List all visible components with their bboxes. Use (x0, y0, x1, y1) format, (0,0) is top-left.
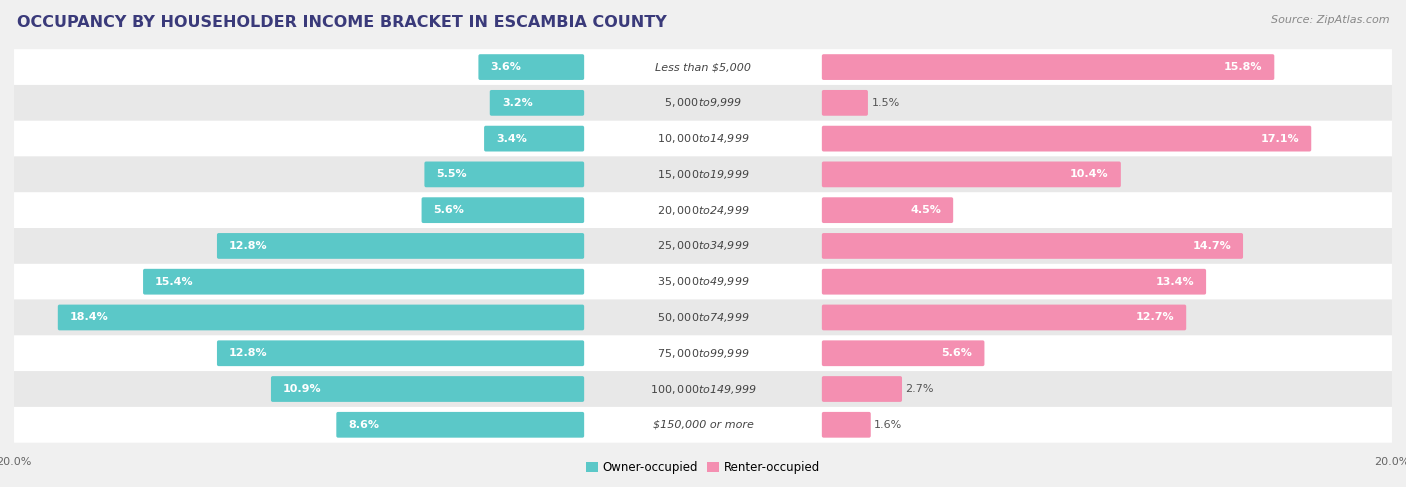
FancyBboxPatch shape (14, 49, 1392, 85)
FancyBboxPatch shape (217, 340, 583, 366)
FancyBboxPatch shape (823, 269, 1206, 295)
FancyBboxPatch shape (143, 269, 583, 295)
Text: 3.6%: 3.6% (491, 62, 522, 72)
FancyBboxPatch shape (478, 54, 583, 80)
Text: 3.4%: 3.4% (496, 133, 527, 144)
Text: 3.2%: 3.2% (502, 98, 533, 108)
FancyBboxPatch shape (271, 376, 583, 402)
Text: 10.4%: 10.4% (1070, 169, 1109, 179)
FancyBboxPatch shape (14, 407, 1392, 443)
FancyBboxPatch shape (823, 126, 1312, 151)
Legend: Owner-occupied, Renter-occupied: Owner-occupied, Renter-occupied (581, 456, 825, 479)
FancyBboxPatch shape (489, 90, 583, 116)
Text: Source: ZipAtlas.com: Source: ZipAtlas.com (1271, 15, 1389, 25)
FancyBboxPatch shape (14, 264, 1392, 300)
FancyBboxPatch shape (484, 126, 583, 151)
FancyBboxPatch shape (823, 162, 1121, 187)
Text: $35,000 to $49,999: $35,000 to $49,999 (657, 275, 749, 288)
FancyBboxPatch shape (58, 304, 583, 330)
FancyBboxPatch shape (823, 304, 1187, 330)
Text: Less than $5,000: Less than $5,000 (655, 62, 751, 72)
FancyBboxPatch shape (14, 371, 1392, 407)
Text: 4.5%: 4.5% (910, 205, 941, 215)
FancyBboxPatch shape (14, 121, 1392, 156)
Text: 12.7%: 12.7% (1136, 313, 1174, 322)
FancyBboxPatch shape (336, 412, 583, 438)
Text: 18.4%: 18.4% (70, 313, 108, 322)
Text: $75,000 to $99,999: $75,000 to $99,999 (657, 347, 749, 360)
Text: $150,000 or more: $150,000 or more (652, 420, 754, 430)
FancyBboxPatch shape (14, 300, 1392, 336)
Text: 13.4%: 13.4% (1156, 277, 1194, 287)
FancyBboxPatch shape (823, 233, 1243, 259)
Text: 5.6%: 5.6% (942, 348, 973, 358)
Text: 5.6%: 5.6% (433, 205, 464, 215)
Text: 14.7%: 14.7% (1192, 241, 1232, 251)
FancyBboxPatch shape (14, 228, 1392, 264)
FancyBboxPatch shape (425, 162, 583, 187)
FancyBboxPatch shape (14, 85, 1392, 121)
FancyBboxPatch shape (422, 197, 583, 223)
Text: 15.8%: 15.8% (1223, 62, 1263, 72)
Text: 5.5%: 5.5% (436, 169, 467, 179)
Text: $50,000 to $74,999: $50,000 to $74,999 (657, 311, 749, 324)
Text: 8.6%: 8.6% (349, 420, 380, 430)
Text: $25,000 to $34,999: $25,000 to $34,999 (657, 240, 749, 252)
FancyBboxPatch shape (823, 376, 903, 402)
Text: 1.6%: 1.6% (875, 420, 903, 430)
FancyBboxPatch shape (823, 90, 868, 116)
Text: $5,000 to $9,999: $5,000 to $9,999 (664, 96, 742, 110)
FancyBboxPatch shape (823, 340, 984, 366)
FancyBboxPatch shape (217, 233, 583, 259)
FancyBboxPatch shape (14, 192, 1392, 228)
Text: 10.9%: 10.9% (283, 384, 322, 394)
FancyBboxPatch shape (823, 197, 953, 223)
Text: 15.4%: 15.4% (155, 277, 194, 287)
FancyBboxPatch shape (823, 54, 1274, 80)
Text: OCCUPANCY BY HOUSEHOLDER INCOME BRACKET IN ESCAMBIA COUNTY: OCCUPANCY BY HOUSEHOLDER INCOME BRACKET … (17, 15, 666, 30)
Text: $15,000 to $19,999: $15,000 to $19,999 (657, 168, 749, 181)
Text: 2.7%: 2.7% (905, 384, 934, 394)
FancyBboxPatch shape (14, 336, 1392, 371)
Text: 17.1%: 17.1% (1261, 133, 1299, 144)
Text: $100,000 to $149,999: $100,000 to $149,999 (650, 382, 756, 395)
Text: $10,000 to $14,999: $10,000 to $14,999 (657, 132, 749, 145)
Text: 1.5%: 1.5% (872, 98, 900, 108)
FancyBboxPatch shape (823, 412, 870, 438)
FancyBboxPatch shape (14, 156, 1392, 192)
Text: 12.8%: 12.8% (229, 241, 267, 251)
Text: $20,000 to $24,999: $20,000 to $24,999 (657, 204, 749, 217)
Text: 12.8%: 12.8% (229, 348, 267, 358)
